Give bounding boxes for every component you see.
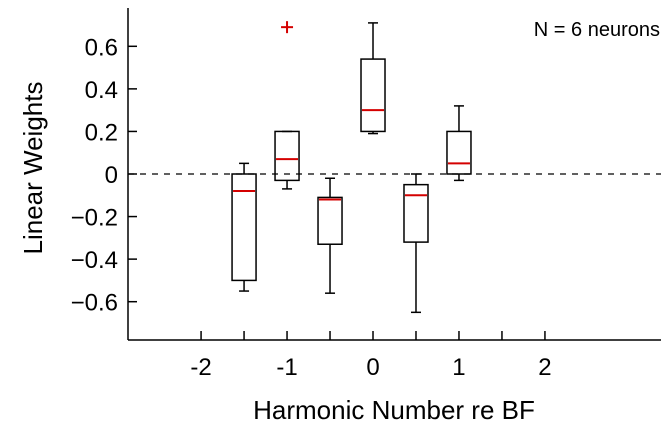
x-tick-label: 0 xyxy=(366,354,379,381)
axes: 0.6 0.4 0.2 0 −0.2 −0.4 −0.6 -2 -1 0 1 2 xyxy=(71,8,661,381)
x-tick-label: 1 xyxy=(452,354,465,381)
y-tick-label: −0.2 xyxy=(71,205,118,232)
x-axis-title: Harmonic Number re BF xyxy=(253,395,535,425)
y-tick-label: 0 xyxy=(105,162,118,189)
box-6 xyxy=(446,105,472,182)
y-tick-label: 0.2 xyxy=(85,119,118,146)
y-tick-label: −0.6 xyxy=(71,290,118,317)
box-3 xyxy=(317,177,343,294)
iqr-box xyxy=(231,173,257,282)
y-tick-label: 0.6 xyxy=(85,34,118,61)
iqr-box xyxy=(274,130,300,182)
iqr-box xyxy=(403,183,429,243)
iqr-box xyxy=(317,196,343,245)
box-5 xyxy=(403,173,429,314)
iqr-box xyxy=(360,58,386,133)
box-4 xyxy=(360,22,386,135)
chart-annotation: N = 6 neurons xyxy=(534,19,660,41)
boxes xyxy=(231,21,472,314)
box-1 xyxy=(231,162,257,292)
iqr-box xyxy=(446,130,472,175)
y-axis-title: Linear Weights xyxy=(18,82,48,255)
y-tick-label: 0.4 xyxy=(85,77,118,104)
y-tick-label: −0.4 xyxy=(71,247,118,274)
box-2 xyxy=(274,21,300,190)
x-tick-label: -2 xyxy=(190,354,211,381)
outlier-marker xyxy=(281,21,294,34)
x-tick-label: -1 xyxy=(276,354,297,381)
x-tick-label: 2 xyxy=(538,354,551,381)
